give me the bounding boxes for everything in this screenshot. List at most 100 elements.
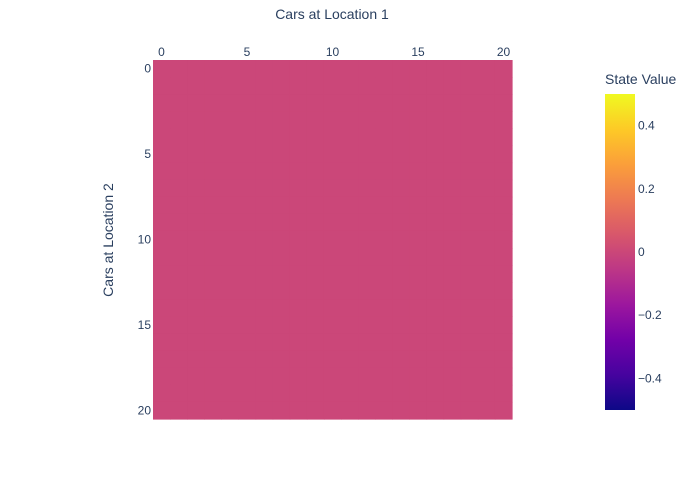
- heatmap-cell: [477, 316, 496, 335]
- heatmap-cell: [460, 333, 479, 352]
- heatmap-cell: [238, 145, 257, 164]
- heatmap-cell: [306, 384, 325, 403]
- heatmap-cell: [375, 77, 393, 95]
- heatmap-cell: [153, 350, 171, 369]
- heatmap-cell: [272, 401, 291, 420]
- heatmap-cell: [358, 77, 376, 95]
- heatmap-cell: [238, 367, 257, 386]
- heatmap-cell: [494, 248, 513, 266]
- heatmap-cell: [358, 179, 376, 198]
- heatmap-cell: [426, 316, 445, 335]
- heatmap-cell: [221, 282, 240, 300]
- x-axis-ticks: 0 5 10 15 20: [158, 45, 510, 59]
- heatmap-cell: [341, 230, 359, 249]
- heatmap-cell: [170, 299, 188, 318]
- heatmap-cell: [358, 316, 376, 335]
- heatmap-cell: [460, 248, 479, 266]
- heatmap-cell: [426, 128, 445, 147]
- heatmap-cell: [443, 77, 462, 95]
- heatmap-cell: [323, 384, 342, 403]
- heatmap-cell: [187, 77, 205, 95]
- heatmap-cell: [289, 145, 308, 164]
- heatmap-cell: [358, 384, 376, 403]
- heatmap-cell: [358, 248, 376, 266]
- heatmap-cell: [323, 401, 342, 420]
- colorbar-tick-label: −0.4: [638, 371, 662, 385]
- heatmap-cell: [153, 384, 171, 403]
- heatmap-cell: [187, 299, 205, 318]
- heatmap-cell: [187, 367, 205, 386]
- heatmap-cell: [221, 230, 240, 249]
- heatmap-cell: [341, 367, 359, 386]
- heatmap-cell: [323, 196, 342, 215]
- heatmap-cell: [443, 94, 462, 112]
- heatmap-cell: [153, 196, 171, 215]
- heatmap-cell: [153, 248, 171, 266]
- heatmap-cell: [289, 111, 308, 129]
- heatmap-cell: [153, 299, 171, 318]
- heatmap-cell: [323, 333, 342, 352]
- heatmap-cell: [477, 248, 496, 266]
- heatmap-cell: [494, 282, 513, 300]
- heatmap-cell: [221, 179, 240, 198]
- heatmap-cell: [341, 60, 359, 78]
- heatmap-cell: [221, 196, 240, 215]
- heatmap-cell: [341, 282, 359, 300]
- heatmap-cell: [255, 128, 274, 147]
- heatmap-cell: [409, 350, 428, 369]
- heatmap-cell: [409, 60, 428, 78]
- heatmap-cell: [443, 350, 462, 369]
- heatmap-cell: [221, 77, 240, 95]
- heatmap-cell: [238, 179, 257, 198]
- heatmap-cell: [289, 282, 308, 300]
- heatmap-cell: [443, 60, 462, 78]
- heatmap-cell: [341, 248, 359, 266]
- heatmap-cell: [255, 196, 274, 215]
- heatmap-cell: [170, 282, 188, 300]
- x-tick-label: 10: [326, 45, 340, 59]
- heatmap-cell: [272, 367, 291, 386]
- heatmap-cell: [477, 196, 496, 215]
- heatmap-cell: [187, 230, 205, 249]
- heatmap-cell: [187, 94, 205, 112]
- heatmap-cell: [477, 145, 496, 164]
- heatmap-cell: [272, 350, 291, 369]
- heatmap-cell: [443, 162, 462, 181]
- heatmap-cell: [341, 316, 359, 335]
- heatmap-cell: [392, 77, 411, 95]
- heatmap-cell: [443, 179, 462, 198]
- heatmap-cell: [238, 213, 257, 232]
- heatmap-cell: [494, 213, 513, 232]
- heatmap-cell: [255, 384, 274, 403]
- heatmap-cell: [187, 316, 205, 335]
- heatmap-cell: [272, 299, 291, 318]
- heatmap-cell: [375, 384, 393, 403]
- heatmap-cell: [426, 299, 445, 318]
- heatmap-cell: [341, 265, 359, 283]
- heatmap-cell: [477, 230, 496, 249]
- heatmap-cell: [392, 60, 411, 78]
- heatmap-cell: [409, 128, 428, 147]
- heatmap-cell: [204, 196, 222, 215]
- heatmap-cell: [255, 94, 274, 112]
- heatmap-cell: [238, 111, 257, 129]
- heatmap-cell: [187, 128, 205, 147]
- heatmap-cell: [323, 367, 342, 386]
- heatmap-cell: [153, 282, 171, 300]
- heatmap-cell: [392, 162, 411, 181]
- heatmap-cell: [477, 162, 496, 181]
- heatmap-cell: [323, 213, 342, 232]
- heatmap-cell: [170, 384, 188, 403]
- heatmap-cell: [238, 77, 257, 95]
- heatmap-cell: [409, 333, 428, 352]
- heatmap-cell: [477, 265, 496, 283]
- heatmap-cell: [221, 128, 240, 147]
- heatmap-cell: [426, 282, 445, 300]
- heatmap-cell: [460, 401, 479, 420]
- heatmap-cell: [306, 162, 325, 181]
- heatmap-cell: [426, 265, 445, 283]
- heatmap-cell: [426, 213, 445, 232]
- heatmap-cell: [323, 230, 342, 249]
- y-tick-label: 0: [144, 62, 151, 76]
- heatmap-cell: [323, 265, 342, 283]
